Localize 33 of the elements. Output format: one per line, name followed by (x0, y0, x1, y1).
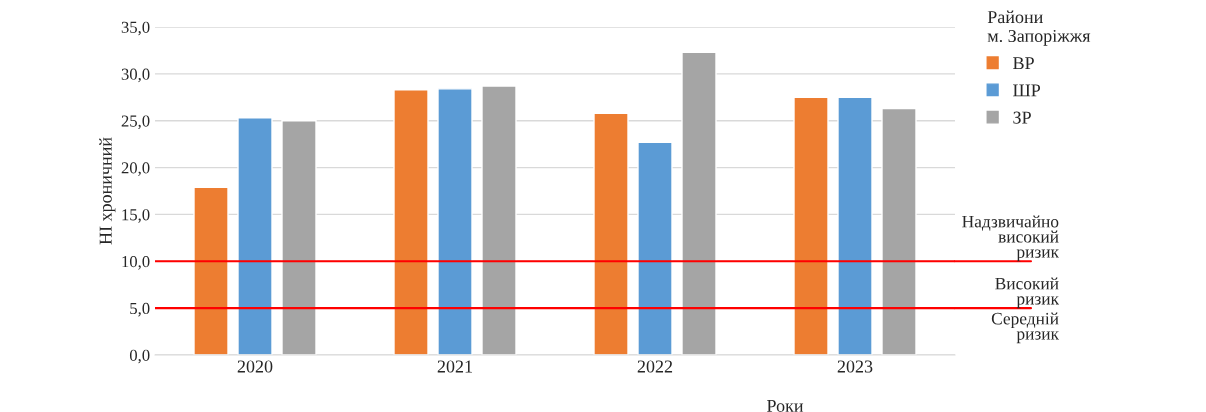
bar (481, 85, 517, 355)
x-tick-label: 2021 (437, 360, 472, 373)
x-tick-label: 2020 (237, 360, 273, 373)
y-tick-label: 25,0 (121, 115, 150, 130)
bar (593, 112, 629, 355)
bar (193, 186, 229, 355)
x-tick-label: 2022 (637, 360, 673, 373)
bar (881, 107, 917, 355)
bar (637, 141, 673, 355)
ref-line-label: Високий ризик (995, 277, 1060, 309)
legend-label: ШР (1013, 84, 1041, 97)
y-tick-label: 15,0 (122, 209, 150, 223)
y-tick-label: 0,0 (129, 349, 150, 364)
y-tick-label: 20,0 (121, 162, 150, 176)
y-tick-label: 35,0 (121, 21, 150, 36)
y-tick-label: 10,0 (122, 255, 150, 270)
legend-title: Райони м. Запоріжжя (987, 10, 1091, 46)
y-tick-label: 5,0 (130, 302, 150, 317)
bar (837, 96, 873, 355)
text: Середній ризик (991, 312, 1060, 344)
legend-label: ЗР (1013, 111, 1031, 124)
bar (681, 51, 717, 355)
x-tick-label: 2023 (837, 360, 873, 373)
bar (281, 120, 317, 355)
y-tick-label: 30,0 (121, 68, 150, 83)
x-axis-title: Роки (766, 399, 804, 412)
bar (237, 117, 273, 355)
bar (393, 89, 429, 355)
legend-label: ВР (1013, 57, 1034, 70)
bar (793, 96, 829, 355)
ref-line-label: Надзвичайно високий ризик (962, 215, 1060, 262)
bar (437, 88, 473, 355)
y-axis-title: НІ хроничний (99, 137, 116, 245)
